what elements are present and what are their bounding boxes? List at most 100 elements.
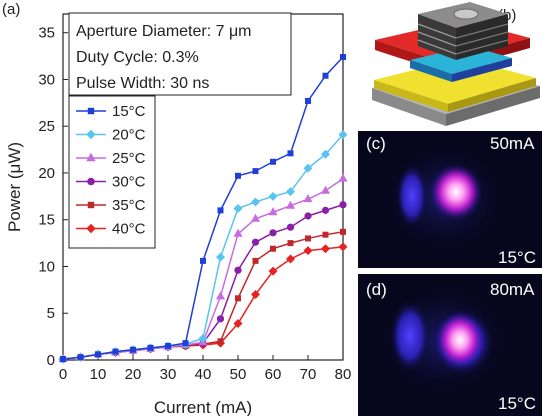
data-point (305, 235, 311, 242)
data-point (287, 240, 294, 247)
data-point (216, 252, 225, 262)
y-tick-label: 25 (38, 118, 55, 135)
data-point (147, 344, 154, 351)
aperture (453, 8, 479, 20)
data-point (321, 149, 330, 159)
image-c-left-lobe (396, 164, 428, 228)
data-point (252, 168, 259, 175)
data-point (95, 351, 101, 358)
mesa-stripe-2 (417, 31, 457, 47)
legend-label: 35°C (112, 197, 146, 214)
data-point (322, 72, 329, 79)
substrate-side (446, 86, 540, 126)
legend-entry: 25°C (76, 150, 146, 167)
data-point (322, 231, 329, 238)
device-schematic: (b) (372, 2, 540, 126)
y-tick-label: 10 (38, 258, 55, 275)
data-point (251, 290, 260, 300)
data-point (268, 266, 278, 276)
data-point (252, 257, 259, 264)
data-point (338, 173, 348, 182)
info-duty-cycle: Duty Cycle: 0.3% (76, 49, 199, 66)
yellow-contact-side (448, 78, 536, 112)
y-tick-label: 5 (47, 305, 55, 322)
data-point (303, 194, 313, 203)
mesa-stripe-3 (417, 39, 457, 55)
legend-marker (87, 177, 95, 186)
mesa-stripe-1 (417, 23, 457, 39)
legend-label: 30°C (112, 174, 146, 191)
legend-frame (68, 95, 156, 249)
x-tick-label: 30 (160, 366, 177, 383)
nearfield-image-50ma (358, 131, 542, 268)
info-aperture: Aperture Diameter: 7 μm (76, 23, 252, 40)
data-point (286, 200, 295, 209)
image-c-temperature: 15°C (498, 248, 536, 267)
mesa-front (418, 14, 456, 60)
series-15c (60, 54, 346, 363)
legend: 15°C 20°C 25°C 30°C 35°C 40°C (68, 95, 156, 249)
data-point (165, 342, 171, 349)
image-d-hot-spot (436, 312, 484, 368)
image-d-current: 80mA (490, 280, 535, 299)
panel-label-d: (d) (366, 280, 387, 299)
data-point (340, 54, 346, 61)
image-d-left-lobe (390, 300, 430, 372)
data-point (233, 319, 243, 329)
data-point (200, 257, 206, 264)
data-point (269, 229, 277, 237)
legend-marker (86, 223, 96, 234)
data-point (338, 242, 348, 252)
active-layer-side (452, 58, 512, 82)
data-point (270, 158, 276, 165)
data-point (182, 340, 189, 347)
x-tick-label: 70 (300, 366, 317, 383)
data-point (321, 206, 330, 214)
data-point (233, 228, 243, 237)
data-point (305, 97, 311, 104)
nearfield-image-80ma (358, 274, 542, 416)
info-box-frame (68, 12, 292, 96)
substrate-front (372, 88, 446, 126)
y-tick-label: 0 (47, 352, 55, 369)
data-point (321, 244, 330, 254)
data-point (235, 295, 241, 302)
data-point (321, 185, 330, 194)
data-point (216, 315, 225, 323)
chart-series (58, 54, 348, 364)
data-point (268, 207, 278, 216)
chart-axes: 0 10 20 30 40 50 60 70 80 0 5 10 15 20 25 30 35 Current (… (5, 13, 351, 416)
legend-marker (86, 129, 96, 140)
legend-marker (87, 201, 95, 209)
data-point (251, 197, 260, 207)
data-point (251, 238, 260, 246)
data-point (340, 228, 346, 235)
legend-label: 20°C (112, 127, 146, 144)
data-point (233, 204, 243, 214)
data-point (303, 163, 313, 173)
legend-marker (87, 107, 95, 115)
data-point (217, 338, 224, 345)
data-point (268, 191, 278, 201)
legend-label: 15°C (112, 103, 146, 120)
data-point (338, 130, 348, 140)
image-c-hot-spot (430, 164, 482, 220)
y-axis-label: Power (μW) (5, 142, 24, 232)
data-point (270, 245, 276, 252)
data-point (251, 213, 260, 222)
legend-label: 25°C (112, 150, 146, 167)
mesa-stripe-4 (455, 23, 509, 39)
legend-label: 40°C (112, 221, 146, 238)
x-tick-label: 40 (195, 366, 212, 383)
legend-entry: 20°C (76, 127, 146, 144)
data-point (77, 354, 84, 361)
data-point (216, 291, 225, 300)
data-point (286, 187, 295, 197)
x-tick-label: 20 (125, 366, 142, 383)
data-point (339, 201, 347, 209)
legend-entry: 35°C (76, 197, 146, 214)
info-pulse-width: Pulse Width: 30 ns (76, 75, 209, 92)
data-point (287, 150, 294, 157)
yellow-contact-front (374, 80, 448, 112)
